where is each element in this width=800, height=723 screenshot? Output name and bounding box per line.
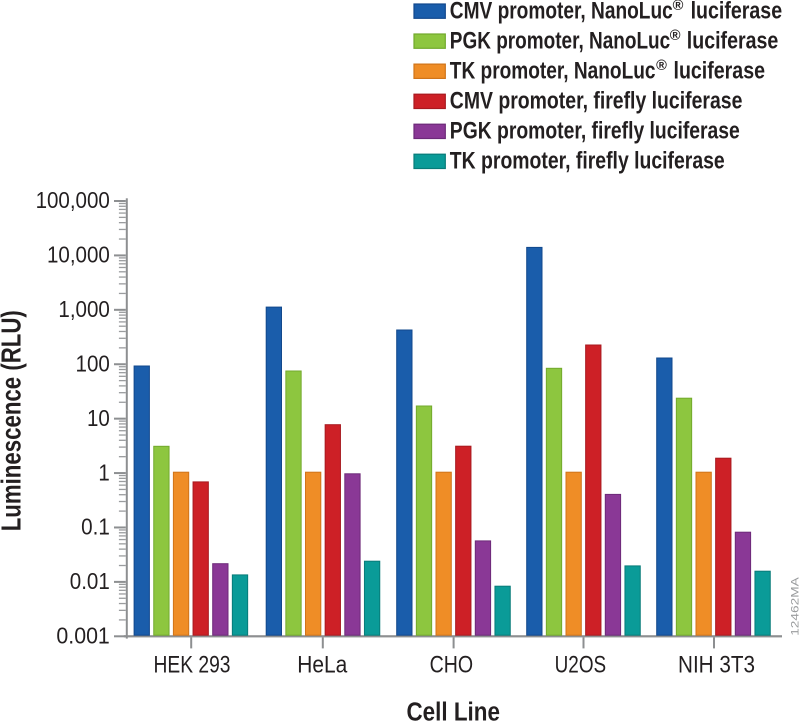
svg-text:PGK promoter, firefly lucifera: PGK promoter, firefly luciferase: [450, 117, 740, 145]
svg-text:luciferase: luciferase: [674, 57, 766, 84]
svg-text:Cell Line: Cell Line: [406, 698, 499, 723]
svg-text:100: 100: [76, 350, 110, 376]
svg-text:CMV promoter, NanoLuc: CMV promoter, NanoLuc: [450, 0, 673, 24]
svg-text:HEK 293: HEK 293: [153, 650, 230, 678]
svg-text:100,000: 100,000: [36, 187, 110, 213]
svg-text:luciferase: luciferase: [687, 27, 779, 54]
svg-text:NIH 3T3: NIH 3T3: [678, 651, 755, 678]
svg-text:0.001: 0.001: [56, 623, 109, 649]
svg-text:CMV promoter, firefly lucifera: CMV promoter, firefly luciferase: [450, 87, 743, 114]
svg-text:U2OS: U2OS: [555, 650, 606, 678]
svg-text:PGK promoter, NanoLuc: PGK promoter, NanoLuc: [450, 26, 670, 54]
svg-text:HeLa: HeLa: [297, 651, 347, 678]
svg-text:luciferase: luciferase: [691, 0, 783, 24]
svg-text:0.1: 0.1: [81, 514, 110, 540]
svg-text:TK promoter, NanoLuc: TK promoter, NanoLuc: [450, 56, 656, 84]
svg-text:TK promoter, firefly luciferas: TK promoter, firefly luciferase: [450, 147, 725, 174]
svg-text:10: 10: [87, 405, 110, 431]
svg-text:12462MA: 12462MA: [789, 576, 800, 635]
svg-text:CHO: CHO: [430, 650, 474, 677]
svg-text:0.01: 0.01: [70, 568, 110, 594]
svg-text:®: ®: [656, 58, 667, 74]
svg-text:1,000: 1,000: [58, 296, 109, 322]
svg-text:®: ®: [670, 28, 681, 44]
svg-text:1: 1: [98, 459, 109, 485]
svg-text:®: ®: [673, 0, 684, 14]
svg-text:10,000: 10,000: [47, 242, 110, 268]
svg-text:Luminescence (RLU): Luminescence (RLU): [0, 310, 27, 531]
